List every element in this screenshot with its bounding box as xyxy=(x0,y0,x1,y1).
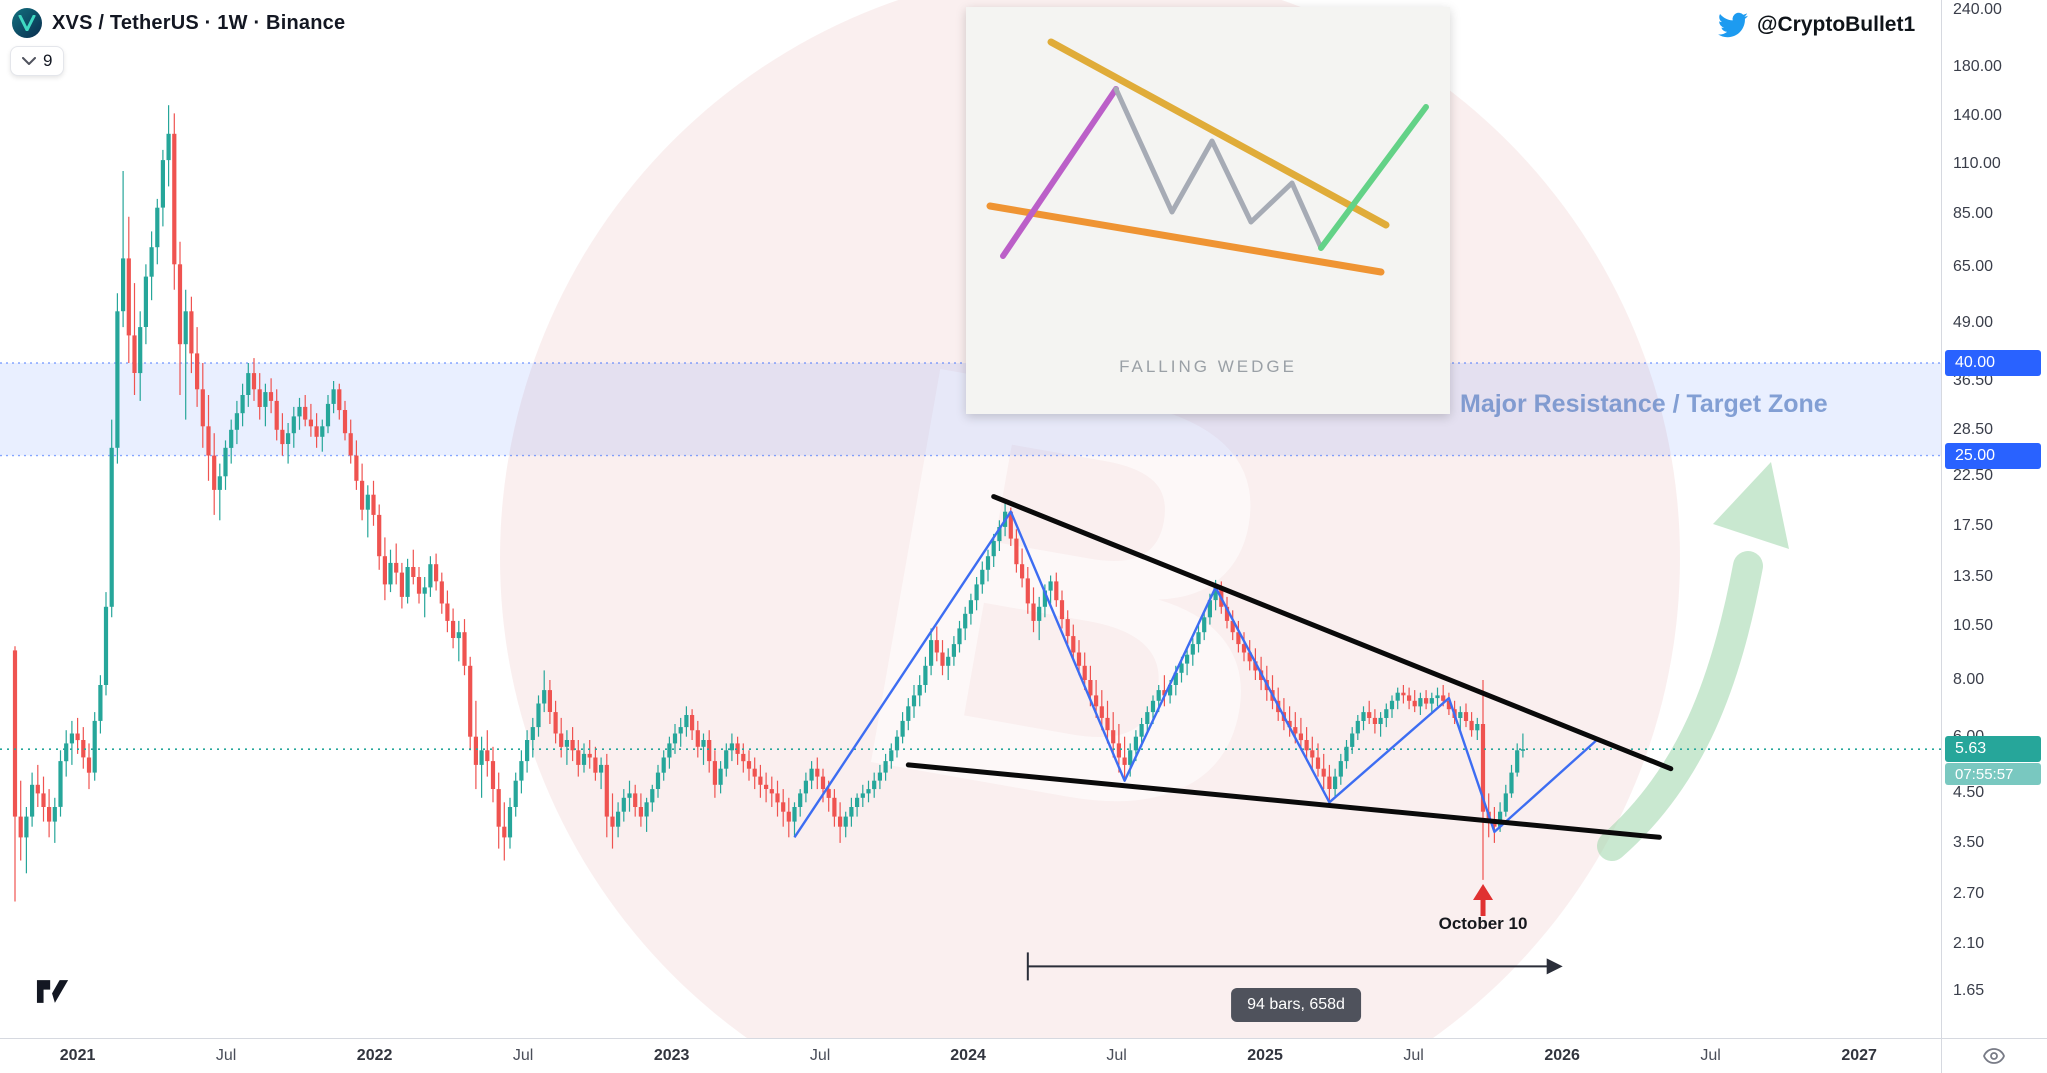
inset-entry-line xyxy=(1000,86,1119,259)
green-breakout-arrow[interactable] xyxy=(1597,462,1789,861)
falling-wedge-illustration xyxy=(986,38,1429,276)
time-axis-label: Jul xyxy=(1106,1047,1127,1064)
twitter-bird-icon xyxy=(1718,10,1748,40)
price-tick-label: 49.00 xyxy=(1953,313,1994,331)
time-axis-label: Jul xyxy=(1403,1047,1424,1064)
resistance-zone-label[interactable]: Major Resistance / Target Zone xyxy=(1460,390,1828,418)
symbol-title: XVS / TetherUS · 1W · Binance xyxy=(52,11,346,34)
event-date-label[interactable]: October 10 xyxy=(1438,914,1528,933)
price-tick-label: 110.00 xyxy=(1953,154,2001,172)
price-tick-label: 240.00 xyxy=(1953,1,2002,18)
price-badge: 25.00 xyxy=(1945,442,2041,469)
chevron-down-icon xyxy=(22,56,36,66)
price-axis[interactable]: 240.00 180.00 140.00 110.00 85.00 65.00 49.00 3… xyxy=(1941,0,2047,1038)
chart-pane[interactable]: B FALLING WEDGE Major Resistance / Targe… xyxy=(0,0,1941,1038)
price-tick-label: 1.65 xyxy=(1953,982,1985,1000)
author-attribution[interactable]: @CryptoBullet1 xyxy=(1718,10,1915,40)
price-tick-label: 4.50 xyxy=(1953,784,1985,802)
inset-lower-wedge-line xyxy=(986,202,1385,276)
drawings-count: 9 xyxy=(43,51,53,70)
drawings-count-dropdown[interactable]: 9 xyxy=(10,46,65,76)
price-tick-label: 180.00 xyxy=(1953,57,2002,75)
time-axis-label: Jul xyxy=(215,1047,237,1064)
price-badge: 40.00 xyxy=(1945,349,2041,376)
price-tick-label: 65.00 xyxy=(1953,258,1994,276)
price-tick-label: 2.70 xyxy=(1953,885,1985,902)
price-tick-label: 17.50 xyxy=(1953,516,1994,534)
october-10-arrow[interactable] xyxy=(1473,884,1494,916)
price-tick-label: 2.10 xyxy=(1953,934,1985,952)
time-axis-label: 2026 xyxy=(1544,1047,1580,1064)
price-tick-label: 3.50 xyxy=(1953,833,1985,851)
falling-wedge-trendlines[interactable] xyxy=(905,494,1674,840)
time-axis-label: 2027 xyxy=(1841,1047,1877,1064)
symbol-header: XVS / TetherUS · 1W · Binance xyxy=(12,8,345,38)
price-tick-label: 22.50 xyxy=(1953,467,1994,485)
candlestick-series xyxy=(12,105,1525,902)
time-axis-label: 2022 xyxy=(356,1047,393,1064)
zigzag-wave-drawing[interactable] xyxy=(793,510,1598,838)
price-tick-label: 13.50 xyxy=(1953,567,1994,585)
falling-wedge-inset-card: FALLING WEDGE xyxy=(966,7,1450,414)
measure-tooltip: 94 bars, 658d xyxy=(1231,988,1361,1022)
twitter-handle: @CryptoBullet1 xyxy=(1757,13,1916,36)
date-range-measure[interactable] xyxy=(1026,952,1563,981)
xvs-coin-logo-icon xyxy=(12,8,42,38)
price-tick-label: 140.00 xyxy=(1953,107,2002,125)
inset-breakout-line xyxy=(1318,104,1429,251)
inset-upper-wedge-line xyxy=(1047,38,1390,229)
time-axis-label: Jul xyxy=(809,1047,831,1064)
time-axis[interactable]: 2021 Jul 2022 Jul 2023 Jul 2024 Jul 2025 Jul 2026 J… xyxy=(0,1038,1941,1073)
price-tick-label: 8.00 xyxy=(1953,671,1985,689)
price-badge: 5.63 xyxy=(1945,736,2041,763)
time-axis-label: 2021 xyxy=(59,1047,96,1064)
price-tick-label: 36.50 xyxy=(1953,372,1994,389)
time-axis-label: Jul xyxy=(512,1047,534,1064)
inset-caption: FALLING WEDGE xyxy=(1119,357,1297,376)
price-tick-label: 85.00 xyxy=(1953,205,1994,223)
time-axis-label: Jul xyxy=(1700,1047,1721,1064)
price-tick-label: 28.50 xyxy=(1953,420,1994,438)
axis-corner xyxy=(1941,1038,2047,1073)
inset-zigzag-line xyxy=(1113,86,1324,251)
price-tick-label: 10.50 xyxy=(1953,617,1994,635)
hide-drawings-eye-icon[interactable] xyxy=(1982,1044,2006,1073)
bar-close-countdown: 07:55:57 xyxy=(1945,763,2041,786)
tradingview-logo[interactable] xyxy=(36,978,70,1005)
time-axis-label: 2023 xyxy=(653,1047,690,1064)
time-axis-label: 2024 xyxy=(950,1047,986,1064)
time-axis-label: 2025 xyxy=(1247,1047,1283,1064)
